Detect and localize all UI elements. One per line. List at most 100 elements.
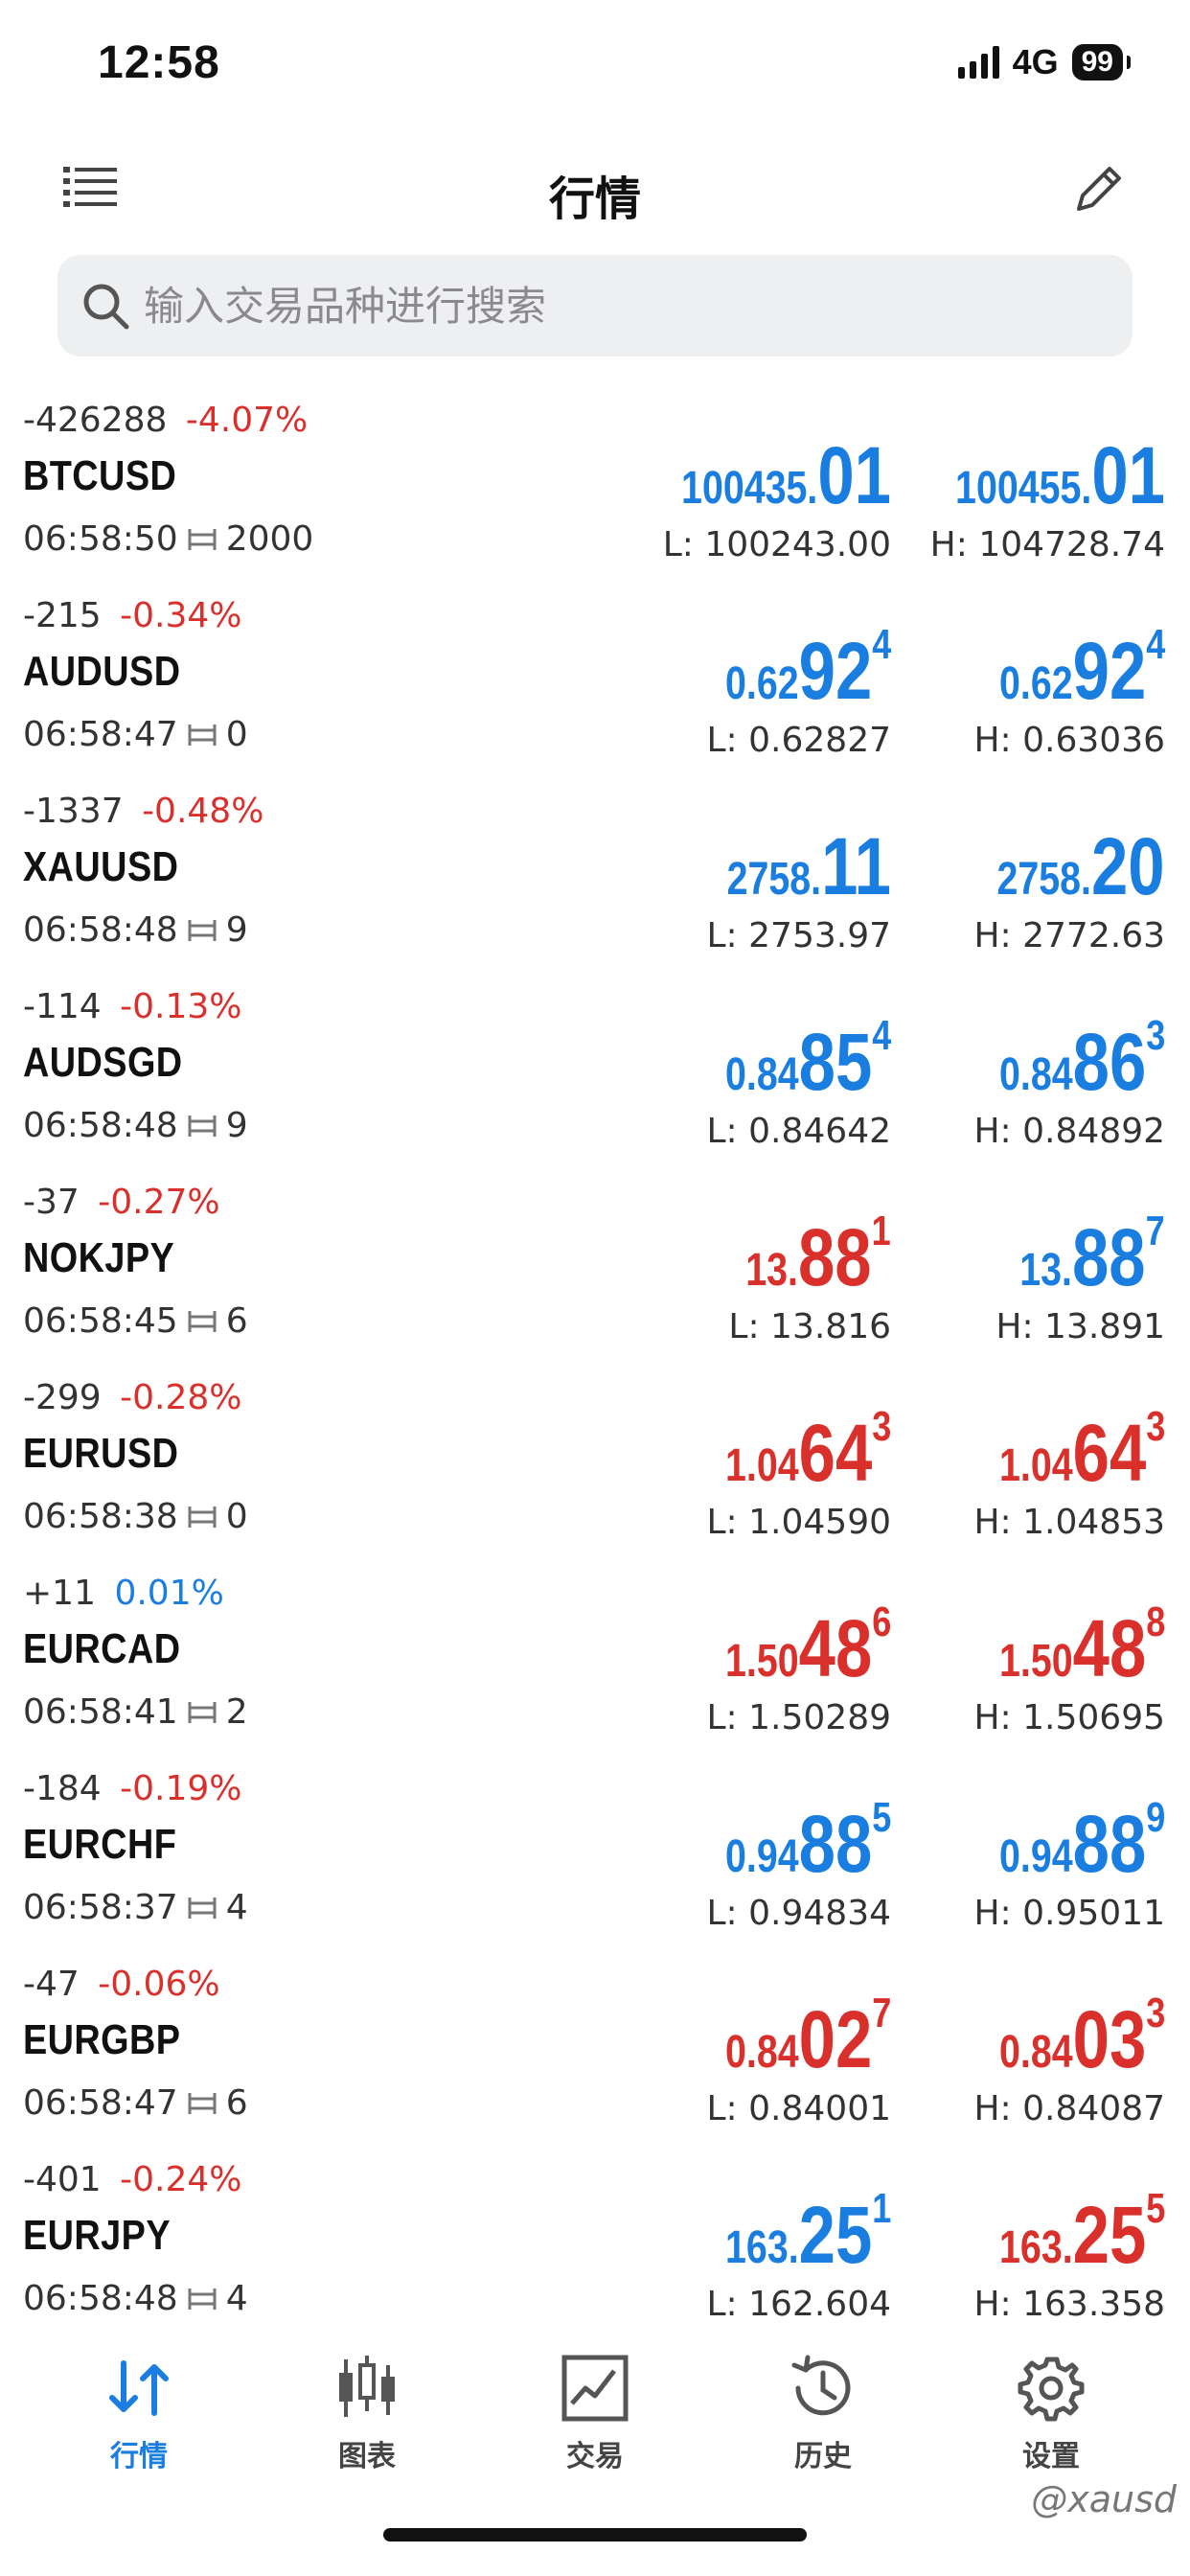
spread-icon	[188, 919, 217, 941]
bid-price-fraction: 6	[871, 1598, 891, 1645]
ask-price[interactable]: 0.84863	[999, 1012, 1165, 1107]
ask-price[interactable]: 1.04643	[999, 1403, 1165, 1498]
ask-price[interactable]: 0.62924	[998, 621, 1165, 716]
quote-row[interactable]: -215 -0.34% AUDUSD 06:58:47 0 0.62924 0.…	[0, 586, 1190, 782]
spread-value: 2	[225, 1692, 248, 1732]
change-percent: -0.34%	[120, 596, 242, 635]
bid-price-fraction: 7	[871, 1990, 891, 2036]
quote-row[interactable]: -184 -0.19% EURCHF 06:58:37 4 0.94885 0.…	[0, 1760, 1190, 1955]
symbol-name: EURGBP	[23, 2016, 181, 2063]
quote-meta: 06:58:45 6	[23, 1301, 248, 1341]
bid-price-pips: 25	[798, 2190, 872, 2280]
quote-meta: 06:58:38 0	[23, 1497, 248, 1536]
network-type: 4G	[1012, 42, 1059, 81]
bid-price[interactable]: 0.84027	[724, 1990, 891, 2084]
quote-row[interactable]: -1337 -0.48% XAUUSD 06:58:48 9 2758.11 2…	[0, 782, 1190, 978]
ask-price[interactable]: 163.255	[999, 2185, 1165, 2280]
quote-row[interactable]: +11 0.01% EURCAD 06:58:41 2 1.50486 1.50…	[0, 1564, 1190, 1760]
bid-price[interactable]: 0.84854	[725, 1012, 891, 1107]
bid-price-pips: 85	[798, 1017, 872, 1107]
quote-time: 06:58:41	[23, 1692, 178, 1732]
ask-price[interactable]: 1.50488	[998, 1598, 1165, 1693]
symbol-name: BTCUSD	[23, 452, 177, 499]
change-points: +11	[23, 1574, 96, 1613]
bid-price-fraction: 1	[871, 1208, 891, 1254]
bid-price[interactable]: 13.881	[746, 1208, 891, 1302]
change-percent: -0.27%	[98, 1183, 220, 1222]
change-points: -401	[23, 2160, 102, 2199]
bid-price-fraction: 3	[871, 1403, 891, 1450]
high-price: H: 163.358	[973, 2285, 1165, 2324]
bid-price[interactable]: 100435.01	[681, 429, 891, 520]
bid-price[interactable]: 1.50486	[725, 1598, 891, 1693]
bid-price-prefix: 0.62	[724, 658, 799, 709]
bid-price[interactable]: 1.04643	[725, 1403, 891, 1498]
change-percent: 0.01%	[114, 1574, 224, 1613]
change-percent: -0.24%	[120, 2160, 242, 2199]
tab-settings[interactable]: 设置	[955, 2338, 1147, 2511]
spread-icon	[188, 1701, 217, 1723]
search-bar[interactable]	[57, 255, 1133, 356]
candlestick-chart-icon	[331, 2352, 403, 2425]
quote-time: 06:58:48	[23, 910, 178, 950]
quote-row[interactable]: -299 -0.28% EURUSD 06:58:38 0 1.04643 1.…	[0, 1368, 1190, 1564]
spread-icon	[188, 724, 217, 746]
quote-row[interactable]: -37 -0.27% NOKJPY 06:58:45 6 13.881 13.8…	[0, 1173, 1190, 1368]
ask-price[interactable]: 0.84033	[999, 1990, 1165, 2084]
bid-price-prefix: 0.84	[724, 2027, 799, 2078]
quote-time: 06:58:37	[23, 1888, 178, 1927]
bid-price-prefix: 0.94	[724, 1831, 799, 1882]
search-input[interactable]	[144, 282, 1006, 330]
spread-value: 4	[225, 2279, 248, 2318]
quote-time: 06:58:48	[23, 2279, 178, 2318]
ask-price[interactable]: 13.887	[1020, 1208, 1165, 1302]
high-price: H: 1.50695	[973, 1698, 1165, 1737]
ask-price-fraction: 8	[1145, 1598, 1165, 1645]
quote-row[interactable]: -426288 -4.07% BTCUSD 06:58:50 2000 1004…	[0, 391, 1190, 586]
change-percent: -0.19%	[120, 1769, 242, 1808]
ask-price-pips: 01	[1091, 430, 1165, 520]
tab-trade[interactable]: 交易	[499, 2338, 691, 2511]
bid-price-pips: 01	[817, 430, 891, 520]
tab-charts[interactable]: 图表	[271, 2338, 463, 2511]
tab-bar: 行情 图表 交易 历史 设置	[0, 2338, 1190, 2511]
low-price: L: 0.62827	[706, 721, 892, 760]
change-percent: -4.07%	[185, 401, 309, 440]
search-icon	[83, 284, 129, 330]
tab-quotes[interactable]: 行情	[43, 2338, 235, 2511]
ask-price-prefix: 1.50	[998, 1636, 1073, 1687]
header: 行情	[0, 144, 1190, 240]
quote-meta: 06:58:41 2	[23, 1692, 248, 1732]
ask-price[interactable]: 0.94889	[999, 1794, 1165, 1889]
ask-price-fraction: 4	[1145, 621, 1165, 668]
ask-price[interactable]: 100455.01	[955, 429, 1165, 520]
symbol-name: AUDSGD	[23, 1039, 183, 1086]
ask-price-fraction: 3	[1145, 1990, 1165, 2036]
bid-price-fraction: 4	[871, 1012, 891, 1059]
quote-row[interactable]: -401 -0.24% EURJPY 06:58:48 4 163.251 16…	[0, 2150, 1190, 2346]
home-indicator	[383, 2528, 807, 2542]
daily-change: -299 -0.28%	[23, 1378, 242, 1417]
change-percent: -0.06%	[98, 1965, 220, 2004]
quote-row[interactable]: -114 -0.13% AUDSGD 06:58:48 9 0.84854 0.…	[0, 978, 1190, 1173]
quote-time: 06:58:47	[23, 2083, 178, 2123]
change-percent: -0.48%	[142, 792, 264, 831]
low-price: L: 162.604	[706, 2285, 892, 2324]
ask-price[interactable]: 2758.20	[997, 820, 1165, 911]
edit-button[interactable]	[1071, 161, 1127, 217]
ask-price-fraction: 3	[1145, 1403, 1165, 1450]
ask-price-pips: 25	[1072, 2190, 1146, 2280]
tab-history[interactable]: 历史	[727, 2338, 919, 2511]
tab-label: 设置	[1022, 2440, 1080, 2473]
ask-price-fraction: 3	[1145, 1012, 1165, 1059]
bid-price[interactable]: 0.94885	[724, 1794, 891, 1889]
quote-row[interactable]: -47 -0.06% EURGBP 06:58:47 6 0.84027 0.8…	[0, 1955, 1190, 2150]
ask-price-prefix: 0.62	[998, 658, 1073, 709]
change-points: -299	[23, 1378, 102, 1417]
symbol-name: NOKJPY	[23, 1234, 175, 1281]
bid-price[interactable]: 163.251	[725, 2185, 891, 2280]
quote-time: 06:58:48	[23, 1106, 178, 1145]
bid-price[interactable]: 0.62924	[724, 621, 891, 716]
list-menu-button[interactable]	[63, 163, 117, 211]
bid-price[interactable]: 2758.11	[727, 820, 891, 911]
